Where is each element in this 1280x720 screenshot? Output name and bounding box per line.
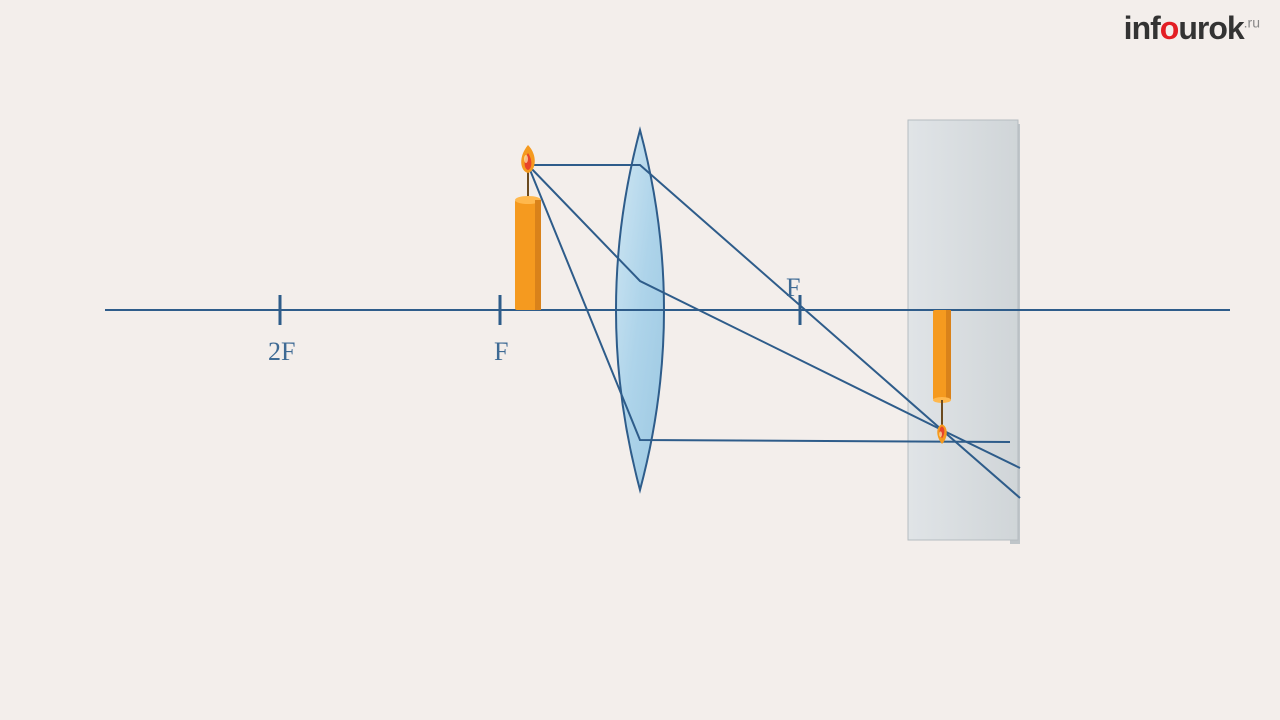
label-pos-f: F: [786, 273, 800, 302]
object-candle-shade: [535, 200, 541, 310]
label-neg-f: F: [494, 337, 508, 366]
lens-diagram-svg: 2F F F: [0, 0, 1280, 720]
flame-highlight: [939, 431, 942, 437]
diagram-stage: infourok.ru 2FFF: [0, 0, 1280, 720]
label-neg-2f: 2F: [268, 337, 295, 366]
flame-highlight: [524, 155, 528, 163]
projection-screen: [908, 120, 1018, 540]
image-candle-shade: [946, 310, 951, 400]
